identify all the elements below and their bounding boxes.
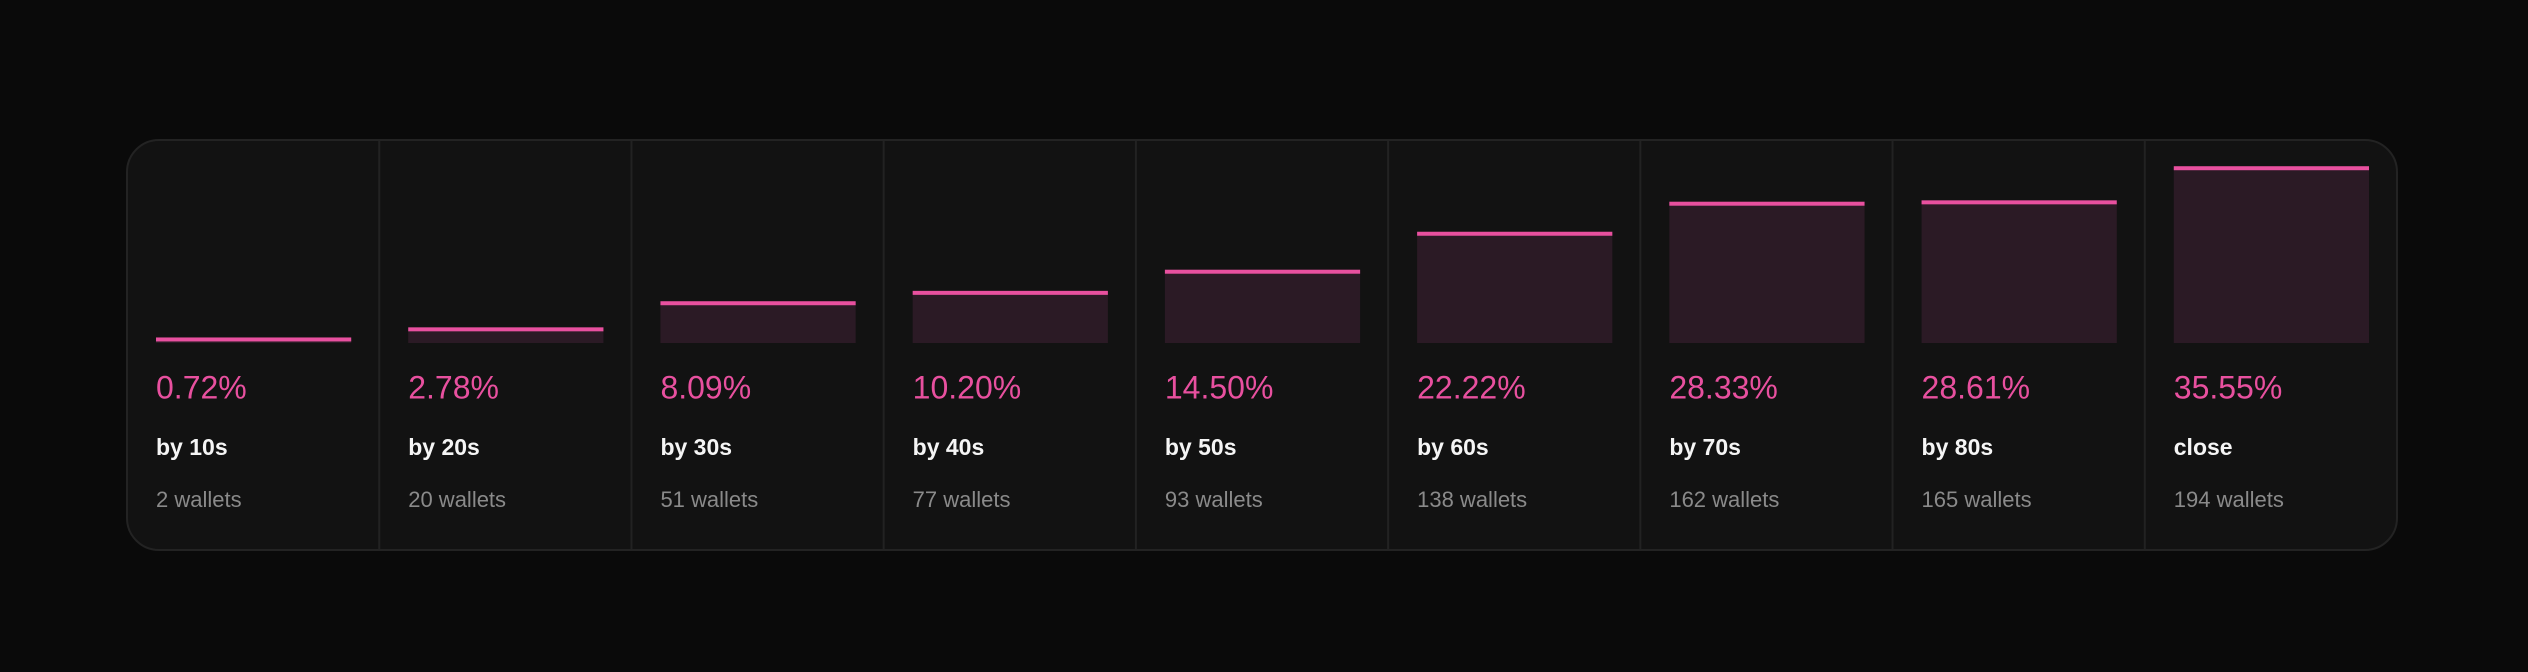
wallet-label: 20 wallets bbox=[408, 487, 506, 512]
value-label: 28.33% bbox=[1669, 369, 1778, 405]
bar-top bbox=[1921, 200, 2117, 205]
bar bbox=[2173, 168, 2369, 343]
wallet-label: 162 wallets bbox=[1669, 487, 1779, 512]
wallet-label: 194 wallets bbox=[2174, 487, 2284, 512]
category-label: by 20s bbox=[408, 434, 480, 460]
value-label: 35.55% bbox=[2174, 369, 2283, 405]
value-label: 22.22% bbox=[1417, 369, 1526, 405]
category-label: by 10s bbox=[156, 434, 228, 460]
bar bbox=[912, 292, 1108, 343]
value-label: 8.09% bbox=[660, 369, 751, 405]
category-label: by 30s bbox=[660, 434, 732, 460]
wallet-label: 93 wallets bbox=[1165, 487, 1263, 512]
category-label: by 70s bbox=[1669, 434, 1741, 460]
bar bbox=[1164, 271, 1361, 343]
bar-top bbox=[660, 301, 856, 306]
category-label: by 40s bbox=[913, 434, 985, 460]
bar bbox=[408, 329, 604, 343]
wallet-label: 51 wallets bbox=[660, 487, 758, 512]
category-label: by 50s bbox=[1165, 434, 1237, 460]
bar-top bbox=[1164, 269, 1361, 274]
value-label: 10.20% bbox=[913, 369, 1022, 405]
value-label: 28.61% bbox=[1922, 369, 2031, 405]
bar-top bbox=[1669, 201, 1865, 206]
category-label: close bbox=[2174, 434, 2233, 460]
bar-top bbox=[912, 290, 1108, 295]
wallet-label: 165 wallets bbox=[1922, 487, 2032, 512]
category-label: by 80s bbox=[1922, 434, 1994, 460]
wallet-label: 138 wallets bbox=[1417, 487, 1527, 512]
bar bbox=[1921, 202, 2117, 343]
bar bbox=[1669, 203, 1865, 343]
category-label: by 60s bbox=[1417, 434, 1489, 460]
bar-top bbox=[408, 327, 604, 332]
value-label: 14.50% bbox=[1165, 369, 1274, 405]
wallet-label: 77 wallets bbox=[913, 487, 1011, 512]
wallet-label: 2 wallets bbox=[156, 487, 242, 512]
bar bbox=[660, 303, 856, 343]
bar bbox=[1417, 233, 1613, 343]
bar-top bbox=[1417, 231, 1613, 236]
value-label: 2.78% bbox=[408, 369, 499, 405]
bar-top bbox=[2173, 166, 2369, 171]
value-label: 0.72% bbox=[156, 369, 247, 405]
bar-top bbox=[156, 337, 352, 342]
